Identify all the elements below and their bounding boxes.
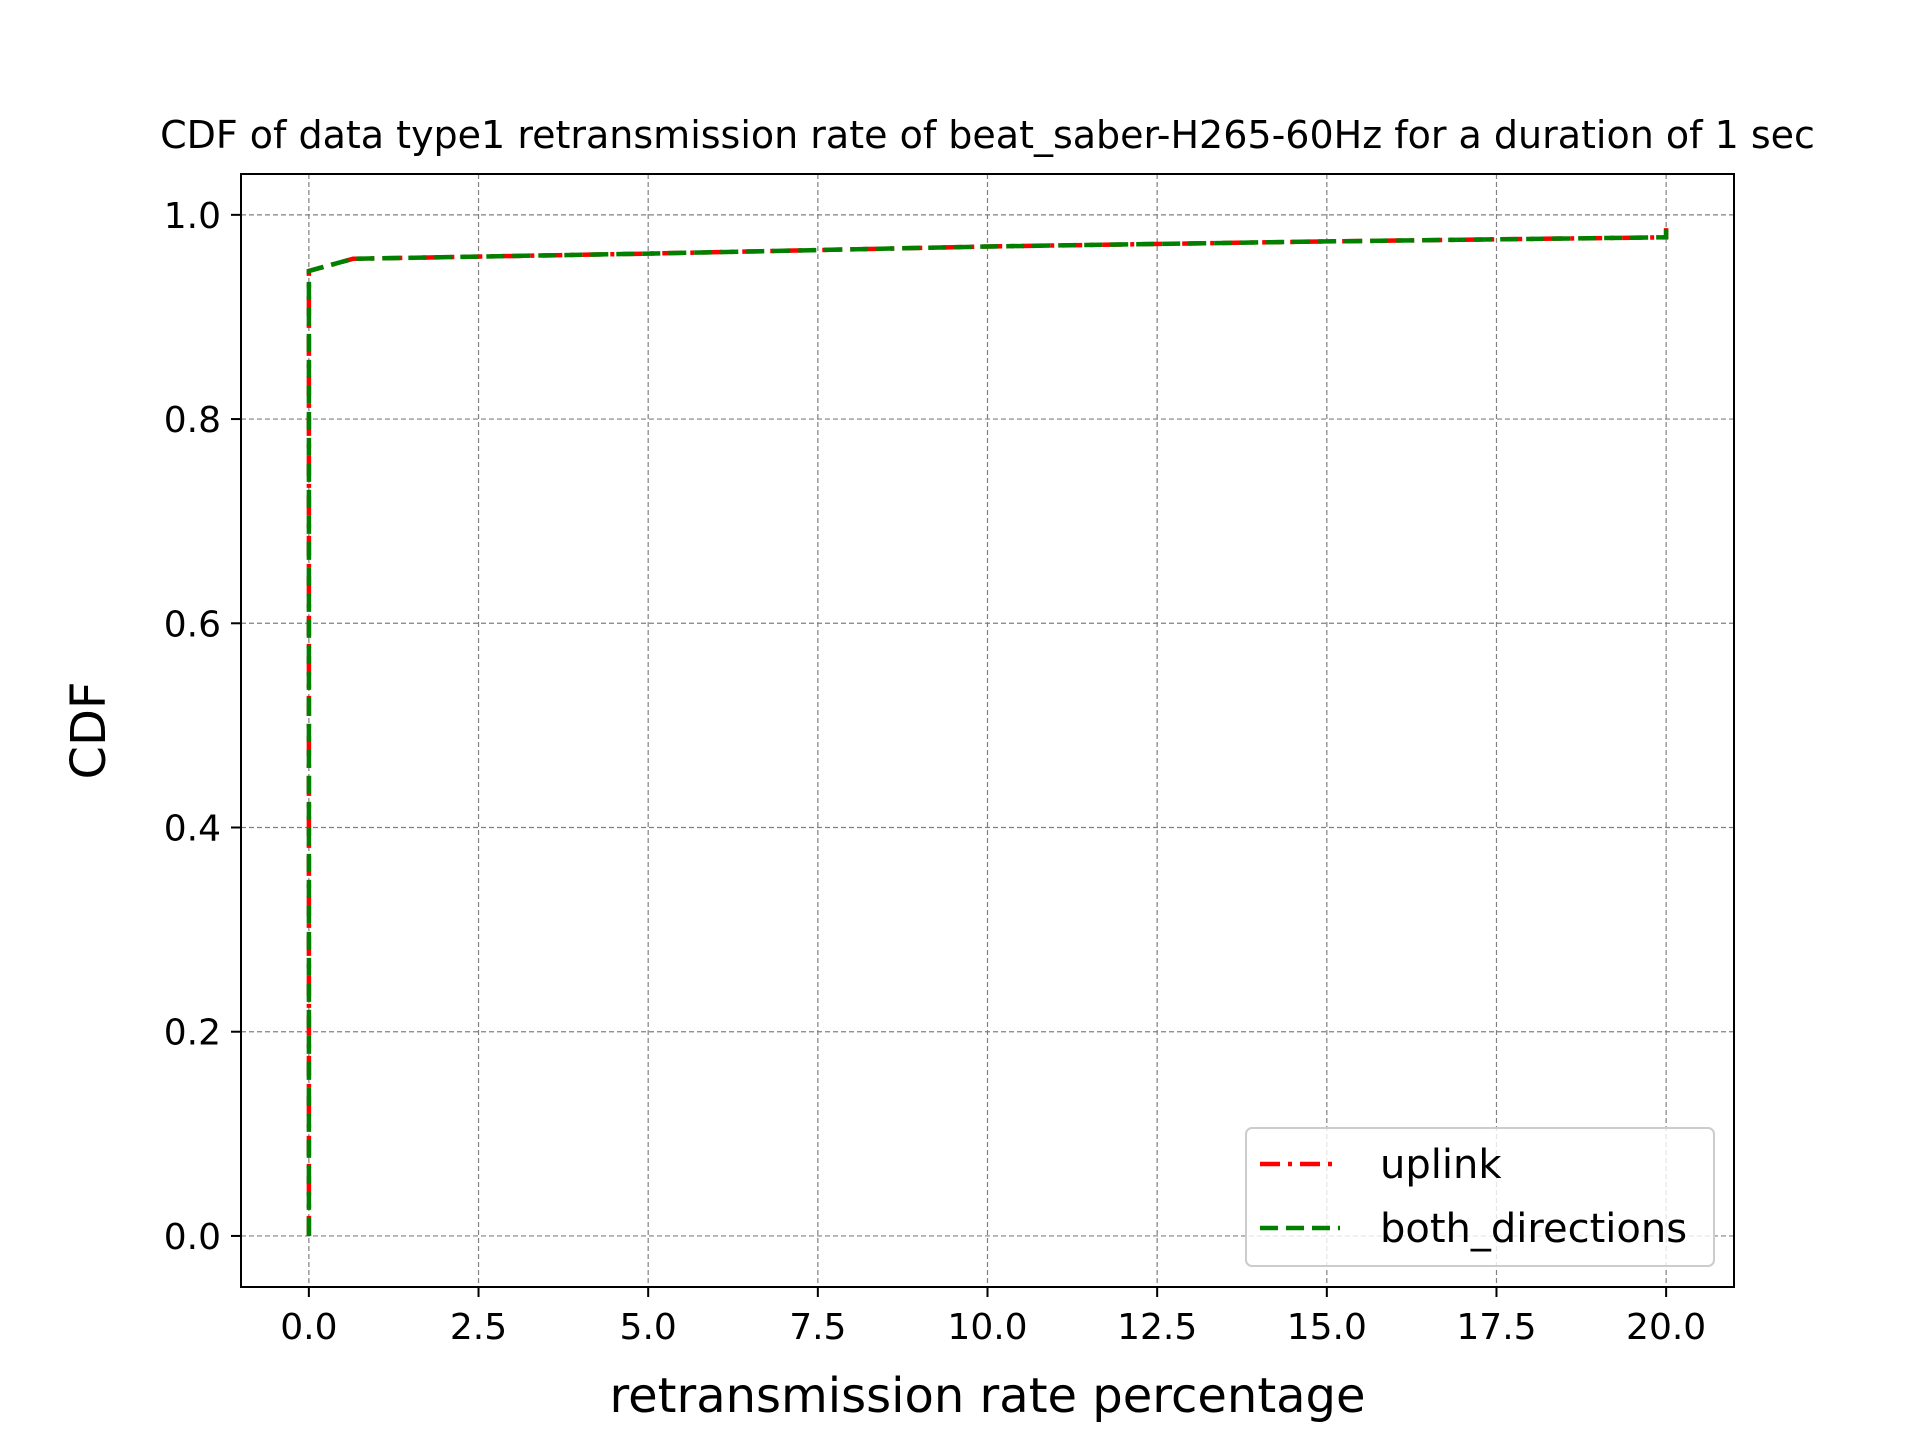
y-axis-label: CDF (61, 681, 117, 779)
x-tick-label: 10.0 (947, 1307, 1027, 1348)
x-tick-label: 2.5 (450, 1307, 507, 1348)
y-tick-label: 0.8 (164, 400, 221, 441)
y-tick-label: 0.6 (164, 604, 221, 645)
legend-label: both_directions (1380, 1206, 1687, 1252)
grid-lines (241, 174, 1734, 1287)
x-axis-ticks: 0.0 2.5 5.0 7.5 10.0 12.5 15.0 17.5 20.0 (280, 1287, 1706, 1348)
y-tick-label: 0.4 (164, 809, 221, 850)
y-tick-label: 0.0 (164, 1217, 221, 1258)
legend-box (1245, 1127, 1715, 1267)
legend-entries: uplink both_directions (1260, 1142, 1687, 1252)
y-axis-ticks: 0.0 0.2 0.4 0.6 0.8 1.0 (164, 196, 241, 1258)
y-tick-label: 0.2 (164, 1013, 221, 1054)
y-tick-label: 1.0 (164, 196, 221, 237)
x-axis-label: retransmission rate percentage (609, 1368, 1365, 1424)
x-tick-label: 17.5 (1456, 1307, 1536, 1348)
series-lines (306, 228, 1669, 1236)
x-tick-label: 0.0 (280, 1307, 337, 1348)
x-tick-label: 5.0 (620, 1307, 677, 1348)
x-tick-label: 15.0 (1287, 1307, 1367, 1348)
legend-label: uplink (1380, 1142, 1502, 1188)
series-line-both-directions (306, 228, 1669, 1236)
x-tick-label: 20.0 (1626, 1307, 1706, 1348)
x-tick-label: 7.5 (789, 1307, 846, 1348)
x-tick-label: 12.5 (1117, 1307, 1197, 1348)
legend: uplink both_directions (1245, 1127, 1715, 1267)
chart-title: CDF of data type1 retransmission rate of… (160, 113, 1815, 157)
